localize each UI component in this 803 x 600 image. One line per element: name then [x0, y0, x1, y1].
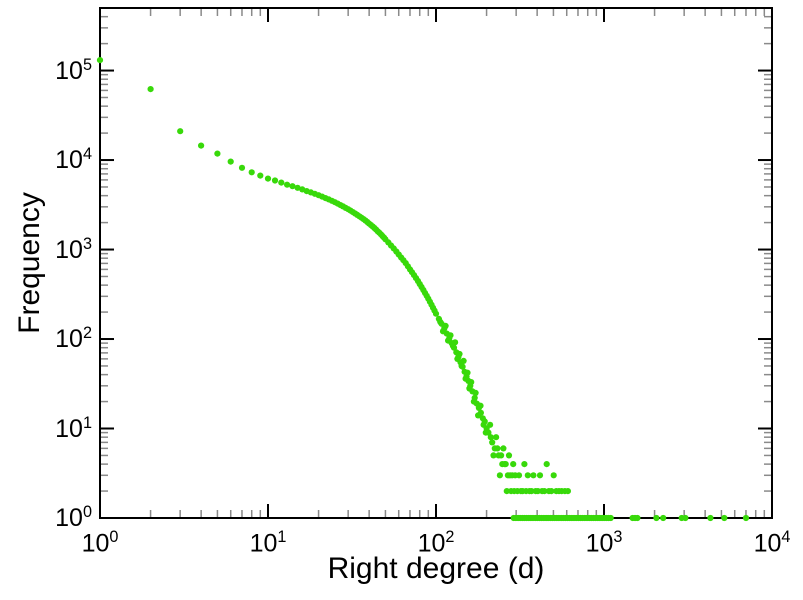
data-point	[707, 514, 714, 522]
data-point	[493, 434, 500, 441]
data-point	[634, 514, 641, 522]
data-point	[470, 398, 477, 405]
data-point	[238, 164, 246, 171]
data-point	[460, 357, 467, 364]
data-point	[607, 514, 614, 522]
data-point	[541, 488, 548, 495]
data-point	[530, 472, 537, 479]
x-axis-label: Right degree (d)	[327, 552, 545, 585]
data-point	[294, 184, 301, 191]
data-point	[524, 472, 531, 479]
data-point	[682, 514, 689, 522]
data-point	[284, 181, 291, 188]
data-point	[721, 514, 728, 522]
data-point	[550, 472, 557, 479]
x-tick-label: 103	[585, 528, 623, 558]
y-tick-label: 100	[55, 502, 92, 533]
data-point	[432, 310, 440, 317]
data-point	[660, 514, 667, 522]
data-point	[487, 434, 494, 441]
data-point	[466, 385, 473, 392]
data-point	[500, 445, 507, 452]
data-point	[198, 142, 205, 149]
data-point	[271, 177, 279, 184]
data-point	[257, 172, 264, 179]
data-point	[742, 514, 750, 522]
y-tick-label: 101	[55, 413, 92, 443]
data-point	[437, 318, 444, 326]
data-point	[458, 362, 465, 370]
data-point	[536, 472, 544, 479]
data-point	[502, 461, 509, 468]
x-tick-label: 101	[249, 528, 287, 558]
data-point	[147, 86, 154, 93]
data-point	[278, 179, 285, 186]
data-point	[464, 369, 471, 376]
data-point	[227, 158, 234, 165]
data-point	[177, 128, 184, 135]
data-point	[490, 452, 497, 459]
data-point	[480, 421, 487, 428]
data-point	[445, 337, 452, 344]
data-point	[496, 472, 503, 479]
data-point	[548, 488, 555, 495]
data-point	[489, 439, 496, 446]
data-point	[503, 488, 510, 495]
data-point	[494, 445, 501, 452]
plot-frame	[99, 7, 773, 519]
data-point	[439, 328, 447, 335]
y-tick-label: 105	[55, 55, 92, 85]
y-tick-label: 103	[55, 234, 92, 264]
data-point	[447, 332, 454, 339]
data-point	[454, 355, 461, 362]
data-point	[442, 322, 449, 329]
data-point	[475, 412, 482, 419]
data-point	[653, 514, 660, 522]
data-point	[214, 150, 221, 157]
data-point	[564, 488, 572, 495]
data-point	[456, 350, 463, 358]
data-point	[485, 429, 492, 436]
data-point	[521, 461, 528, 468]
data-point	[452, 339, 459, 346]
data-point	[96, 57, 104, 64]
data-point	[487, 421, 494, 428]
data-point	[468, 379, 475, 386]
data-point	[505, 452, 513, 459]
data-point	[515, 472, 523, 479]
x-tick-label: 104	[753, 528, 791, 558]
x-tick-label: 100	[81, 528, 119, 558]
data-point	[472, 389, 479, 396]
y-axis-label: Frequency	[13, 192, 46, 334]
data-point	[498, 452, 505, 459]
data-point	[248, 169, 255, 176]
data-point	[510, 461, 517, 468]
data-point	[264, 175, 272, 182]
x-tick-label: 102	[417, 528, 455, 558]
data-point	[289, 183, 296, 190]
data-point	[543, 461, 550, 468]
data-point	[462, 375, 469, 382]
data-point	[477, 402, 484, 409]
y-tick-label: 102	[55, 323, 92, 354]
y-tick-label: 104	[55, 144, 92, 175]
